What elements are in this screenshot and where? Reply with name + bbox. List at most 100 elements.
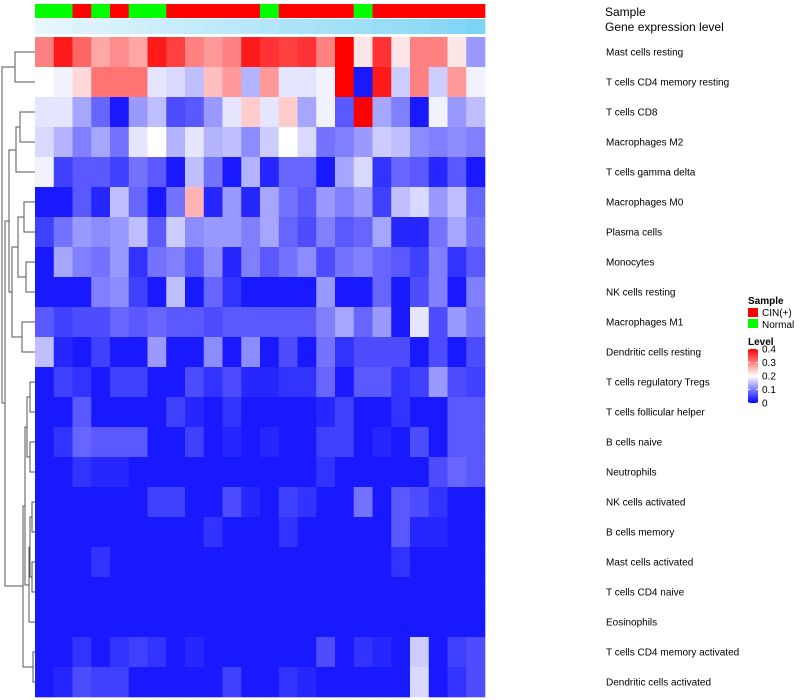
heatmap-cell bbox=[353, 277, 373, 308]
heatmap-cell bbox=[222, 37, 242, 68]
heatmap-cell bbox=[372, 307, 392, 338]
heatmap-cell bbox=[428, 337, 448, 368]
heatmap-cell bbox=[72, 277, 92, 308]
heatmap-cell bbox=[447, 127, 467, 158]
heatmap-cell bbox=[466, 67, 486, 98]
heatmap-cell bbox=[260, 667, 280, 698]
heatmap-cell bbox=[203, 577, 223, 608]
heatmap-cell bbox=[203, 67, 223, 98]
heatmap-cell bbox=[185, 427, 205, 458]
heatmap-cell bbox=[241, 667, 261, 698]
sample-annotation-cell bbox=[72, 4, 92, 18]
heatmap-cell bbox=[110, 397, 130, 428]
heatmap-cell bbox=[185, 547, 205, 578]
heatmap-cell bbox=[241, 217, 261, 248]
heatmap-cell bbox=[35, 517, 55, 548]
heatmap-cells bbox=[35, 37, 486, 698]
heatmap-cell bbox=[372, 127, 392, 158]
heatmap-cell bbox=[147, 157, 167, 188]
heatmap-cell bbox=[372, 337, 392, 368]
heatmap-cell bbox=[297, 367, 317, 398]
heatmap-cell bbox=[72, 367, 92, 398]
heatmap-cell bbox=[353, 37, 373, 68]
heatmap-cell bbox=[335, 367, 355, 398]
heatmap-cell bbox=[260, 397, 280, 428]
heatmap-cell bbox=[166, 217, 186, 248]
heatmap-cell bbox=[128, 547, 148, 578]
heatmap-cell bbox=[297, 547, 317, 578]
expression-annotation-cell bbox=[166, 19, 186, 34]
heatmap-cell bbox=[185, 37, 205, 68]
heatmap-cell bbox=[447, 457, 467, 488]
heatmap-cell bbox=[428, 247, 448, 278]
heatmap-cell bbox=[91, 367, 111, 398]
heatmap-cell bbox=[35, 367, 55, 398]
heatmap-cell bbox=[260, 157, 280, 188]
heatmap-cell bbox=[241, 37, 261, 68]
heatmap-cell bbox=[447, 637, 467, 668]
heatmap-cell bbox=[372, 97, 392, 128]
heatmap-cell bbox=[447, 247, 467, 278]
heatmap-cell bbox=[53, 247, 73, 278]
legend-tick-label: 0.1 bbox=[762, 385, 776, 396]
heatmap-cell bbox=[391, 637, 411, 668]
heatmap-cell bbox=[91, 667, 111, 698]
heatmap-cell bbox=[128, 607, 148, 638]
heatmap-cell bbox=[297, 187, 317, 218]
heatmap-cell bbox=[260, 67, 280, 98]
heatmap-cell bbox=[353, 637, 373, 668]
heatmap-cell bbox=[260, 97, 280, 128]
heatmap-cell bbox=[260, 127, 280, 158]
heatmap-cell bbox=[222, 247, 242, 278]
heatmap-cell bbox=[428, 367, 448, 398]
heatmap-cell bbox=[335, 37, 355, 68]
heatmap-cell bbox=[278, 217, 298, 248]
heatmap-cell bbox=[410, 667, 430, 698]
legend-tick-label: 0.3 bbox=[762, 358, 776, 369]
heatmap-cell bbox=[428, 547, 448, 578]
heatmap-cell bbox=[166, 97, 186, 128]
heatmap-cell bbox=[35, 307, 55, 338]
expression-annotation-cell bbox=[410, 19, 430, 34]
heatmap-cell bbox=[335, 157, 355, 188]
heatmap-cell bbox=[91, 157, 111, 188]
heatmap-cell bbox=[316, 127, 336, 158]
row-label: NK cells activated bbox=[606, 498, 685, 509]
legend-tick-label: 0 bbox=[762, 399, 768, 410]
row-label: Dendritic cells resting bbox=[606, 348, 701, 359]
heatmap-cell bbox=[128, 637, 148, 668]
row-label: T cells regulatory Tregs bbox=[606, 378, 710, 389]
heatmap-cell bbox=[185, 307, 205, 338]
heatmap-cell bbox=[297, 517, 317, 548]
heatmap-cell bbox=[147, 187, 167, 218]
heatmap-cell bbox=[91, 217, 111, 248]
sample-annotation-cell bbox=[203, 4, 223, 18]
heatmap-cell bbox=[222, 307, 242, 338]
row-label: T cells CD4 memory resting bbox=[606, 78, 729, 89]
sample-annotation-cell bbox=[53, 4, 73, 18]
dendrogram-branch bbox=[31, 501, 35, 533]
heatmap-cell bbox=[278, 457, 298, 488]
heatmap-cell bbox=[410, 97, 430, 128]
heatmap-cell bbox=[466, 607, 486, 638]
heatmap-cell bbox=[335, 127, 355, 158]
heatmap-cell bbox=[110, 577, 130, 608]
sample-annotation-cell bbox=[128, 4, 148, 18]
row-label: Neutrophils bbox=[606, 468, 657, 479]
heatmap-cell bbox=[110, 247, 130, 278]
heatmap-cell bbox=[353, 157, 373, 188]
heatmap-cell bbox=[410, 157, 430, 188]
heatmap-cell bbox=[372, 397, 392, 428]
heatmap-cell bbox=[410, 637, 430, 668]
heatmap-cell bbox=[466, 367, 486, 398]
row-label: Mast cells resting bbox=[606, 48, 683, 59]
heatmap-cell bbox=[316, 457, 336, 488]
heatmap-cell bbox=[185, 457, 205, 488]
heatmap-cell bbox=[203, 247, 223, 278]
heatmap-cell bbox=[391, 217, 411, 248]
heatmap-cell bbox=[147, 67, 167, 98]
expression-annotation-cell bbox=[91, 19, 111, 34]
heatmap-cell bbox=[466, 637, 486, 668]
heatmap-cell bbox=[466, 487, 486, 518]
